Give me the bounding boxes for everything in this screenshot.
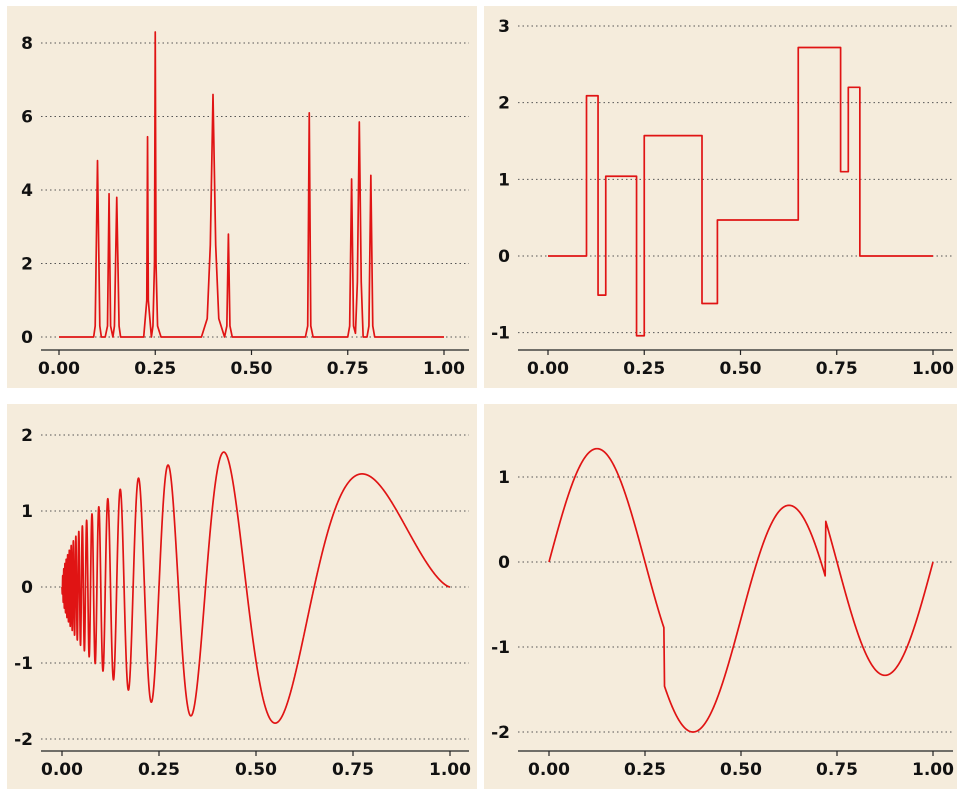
x-tick-label: 0.50	[720, 359, 762, 379]
series-line	[59, 31, 444, 338]
x-tick-label: 0.00	[527, 359, 569, 379]
y-tick-label: 0	[21, 578, 33, 598]
series-line	[548, 447, 934, 733]
x-tick-label: 0.25	[138, 760, 180, 780]
y-tick-label: 1	[498, 468, 510, 488]
y-tick-label: -2	[14, 730, 33, 750]
y-tick-label: 1	[498, 170, 510, 190]
chart-blocks: -1 0 1 2 3 0.00 0.25 0.50 0.75 1.00	[491, 17, 954, 379]
x-tick-label: 0.00	[38, 359, 80, 379]
x-tick-label: 0.50	[231, 359, 273, 379]
x-tick-label: 1.00	[912, 760, 954, 780]
chart-heavisine: -2 -1 0 1 0.00 0.25 0.50 0.75 1.00	[491, 447, 954, 780]
y-tick-label: 0	[21, 328, 33, 348]
x-tick-label: 0.25	[624, 760, 666, 780]
y-tick-label: 4	[21, 181, 33, 201]
x-tick-label: 0.50	[235, 760, 277, 780]
y-tick-label: -1	[14, 654, 33, 674]
x-tick-label: 0.50	[720, 760, 762, 780]
x-tick-label: 1.00	[429, 760, 471, 780]
x-tick-label: 0.75	[327, 359, 369, 379]
y-tick-label: 0	[498, 247, 510, 267]
chart-panel-bottom-right: -2 -1 0 1 0.00 0.25 0.50 0.75 1.00	[484, 404, 957, 789]
x-tick-label: 0.25	[134, 359, 176, 379]
y-tick-label: 6	[21, 108, 33, 128]
x-tick-label: 0.00	[41, 760, 83, 780]
chart-bumps: 0 2 4 6 8 0.00 0.25 0.50 0.75 1.00	[21, 31, 469, 379]
y-tick-label: 2	[21, 426, 33, 446]
chart-panel-top-left: 0 2 4 6 8 0.00 0.25 0.50 0.75 1.00	[7, 6, 477, 388]
series-line	[61, 451, 451, 724]
y-tick-label: 8	[21, 34, 33, 54]
y-tick-label: -2	[491, 723, 510, 743]
chart-panel-top-right: -1 0 1 2 3 0.00 0.25 0.50 0.75 1.00	[484, 6, 957, 388]
x-tick-label: 0.25	[623, 359, 665, 379]
x-tick-label: 0.00	[528, 760, 570, 780]
y-tick-label: -1	[491, 638, 510, 658]
x-tick-label: 0.75	[332, 760, 374, 780]
x-tick-label: 1.00	[423, 359, 465, 379]
chart-doppler: -2 -1 0 1 2 0.00 0.25 0.50 0.75 1.00	[14, 426, 471, 780]
y-tick-label: -1	[491, 324, 510, 344]
y-tick-label: 3	[498, 17, 510, 37]
x-tick-label: 0.75	[816, 760, 858, 780]
x-tick-label: 0.75	[816, 359, 858, 379]
y-tick-label: 0	[498, 553, 510, 573]
chart-panel-bottom-left: -2 -1 0 1 2 0.00 0.25 0.50 0.75 1.00	[7, 404, 477, 789]
y-tick-label: 1	[21, 502, 33, 522]
series-line	[548, 46, 933, 337]
x-tick-label: 1.00	[912, 359, 954, 379]
y-tick-label: 2	[498, 94, 510, 114]
y-tick-label: 2	[21, 255, 33, 275]
